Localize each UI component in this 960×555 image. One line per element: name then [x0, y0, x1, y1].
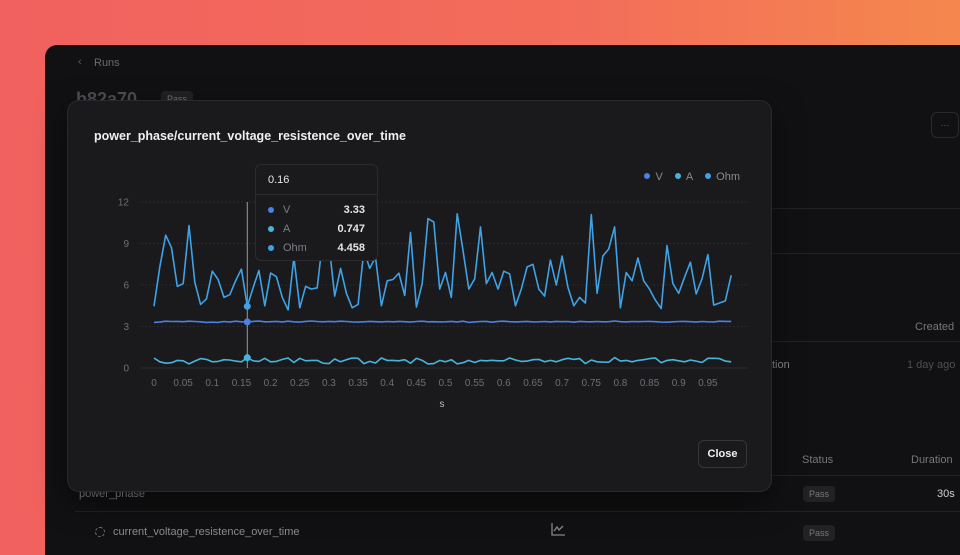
- y-tick-label: 3: [123, 322, 129, 333]
- series-dot-icon: [268, 206, 274, 213]
- tooltip-x-value: 0.16: [256, 165, 377, 195]
- x-tick-label: 0.2: [264, 378, 278, 389]
- tooltip-row-a: A 0.747: [256, 219, 377, 238]
- pending-circle-icon: [95, 527, 105, 537]
- series-dot-icon: [268, 244, 274, 251]
- row-name[interactable]: tion: [772, 359, 790, 371]
- x-tick-label: 0.85: [640, 378, 660, 389]
- row-measurement-name[interactable]: current_voltage_resistence_over_time: [113, 526, 300, 538]
- x-tick-label: 0.4: [380, 378, 394, 389]
- x-tick-label: 0.35: [348, 378, 368, 389]
- x-tick-label: 0.6: [497, 378, 511, 389]
- x-tick-label: 0.9: [672, 378, 686, 389]
- x-tick-label: 0.75: [582, 378, 602, 389]
- col-created: Created: [915, 321, 955, 333]
- series-line-ohm: [153, 213, 732, 311]
- tooltip-row-v: V 3.33: [256, 200, 377, 219]
- col-status: Status: [802, 454, 834, 466]
- divider: [765, 341, 960, 342]
- chart-legend: V A Ohm: [644, 171, 740, 183]
- divider: [765, 253, 960, 254]
- more-options-button[interactable]: ···: [931, 112, 959, 138]
- tooltip-label: A: [283, 222, 291, 235]
- y-tick-label: 12: [118, 198, 130, 209]
- chart-tooltip: 0.16 V 3.33 A 0.747 Ohm 4.458: [255, 164, 378, 261]
- tooltip-label: Ohm: [283, 241, 307, 254]
- x-tick-label: 0.95: [698, 378, 718, 389]
- x-tick-label: 0.65: [523, 378, 543, 389]
- series-line-a: [153, 356, 732, 365]
- tooltip-label: V: [283, 203, 291, 216]
- series-line-v: [153, 320, 732, 324]
- y-tick-label: 6: [123, 281, 129, 292]
- legend-item-v[interactable]: V: [644, 171, 663, 183]
- legend-item-a[interactable]: A: [674, 171, 694, 183]
- x-tick-label: 0.7: [555, 378, 569, 389]
- tooltip-value: 3.33: [343, 203, 365, 216]
- chart-modal: power_phase/current_voltage_resistence_o…: [67, 100, 772, 492]
- x-tick-label: 0.1: [205, 378, 219, 389]
- divider: [75, 511, 960, 512]
- modal-title: power_phase/current_voltage_resistence_o…: [94, 129, 406, 143]
- tooltip-value: 4.458: [337, 241, 365, 254]
- row-status-badge: Pass: [803, 486, 836, 502]
- row-created: 1 day ago: [907, 359, 956, 371]
- legend-dot-icon: [674, 173, 681, 179]
- legend-item-ohm[interactable]: Ohm: [705, 171, 740, 183]
- x-tick-label: 0.8: [613, 378, 627, 389]
- line-chart[interactable]: 0 3 6 9 12 0 0.05 0.1 0.15 0.2 0.25 0.3 0.35 0.4 0.45 0…: [68, 101, 773, 431]
- x-axis-label: s: [440, 399, 445, 410]
- tooltip-row-ohm: Ohm 4.458: [256, 238, 377, 257]
- hover-point-v: [243, 318, 251, 326]
- row-duration: 30s: [937, 488, 955, 500]
- x-tick-label: 0.05: [173, 378, 193, 389]
- tooltip-value: 0.747: [337, 222, 365, 235]
- legend-label: A: [685, 171, 694, 183]
- hover-point-a: [243, 354, 251, 362]
- breadcrumb-runs[interactable]: Runs: [94, 57, 120, 69]
- y-tick-label: 9: [123, 239, 129, 250]
- divider: [765, 208, 960, 209]
- close-button[interactable]: Close: [698, 440, 747, 468]
- legend-dot-icon: [644, 173, 651, 179]
- row-status-badge: Pass: [803, 525, 836, 541]
- x-tick-label: 0.5: [439, 378, 453, 389]
- x-tick-label: 0.15: [232, 378, 252, 389]
- x-tick-label: 0.3: [322, 378, 336, 389]
- x-tick-label: 0: [151, 378, 157, 389]
- back-chevron-icon[interactable]: ‹: [78, 56, 82, 68]
- x-tick-label: 0.25: [290, 378, 310, 389]
- series-dot-icon: [268, 225, 274, 232]
- y-tick-label: 0: [123, 364, 129, 375]
- legend-label: V: [655, 171, 663, 183]
- legend-label: Ohm: [716, 171, 740, 183]
- col-duration: Duration: [911, 454, 953, 466]
- x-tick-label: 0.45: [407, 378, 427, 389]
- x-tick-label: 0.55: [465, 378, 485, 389]
- line-chart-icon[interactable]: [550, 521, 566, 537]
- hover-point-ohm: [243, 302, 251, 310]
- legend-dot-icon: [705, 173, 712, 179]
